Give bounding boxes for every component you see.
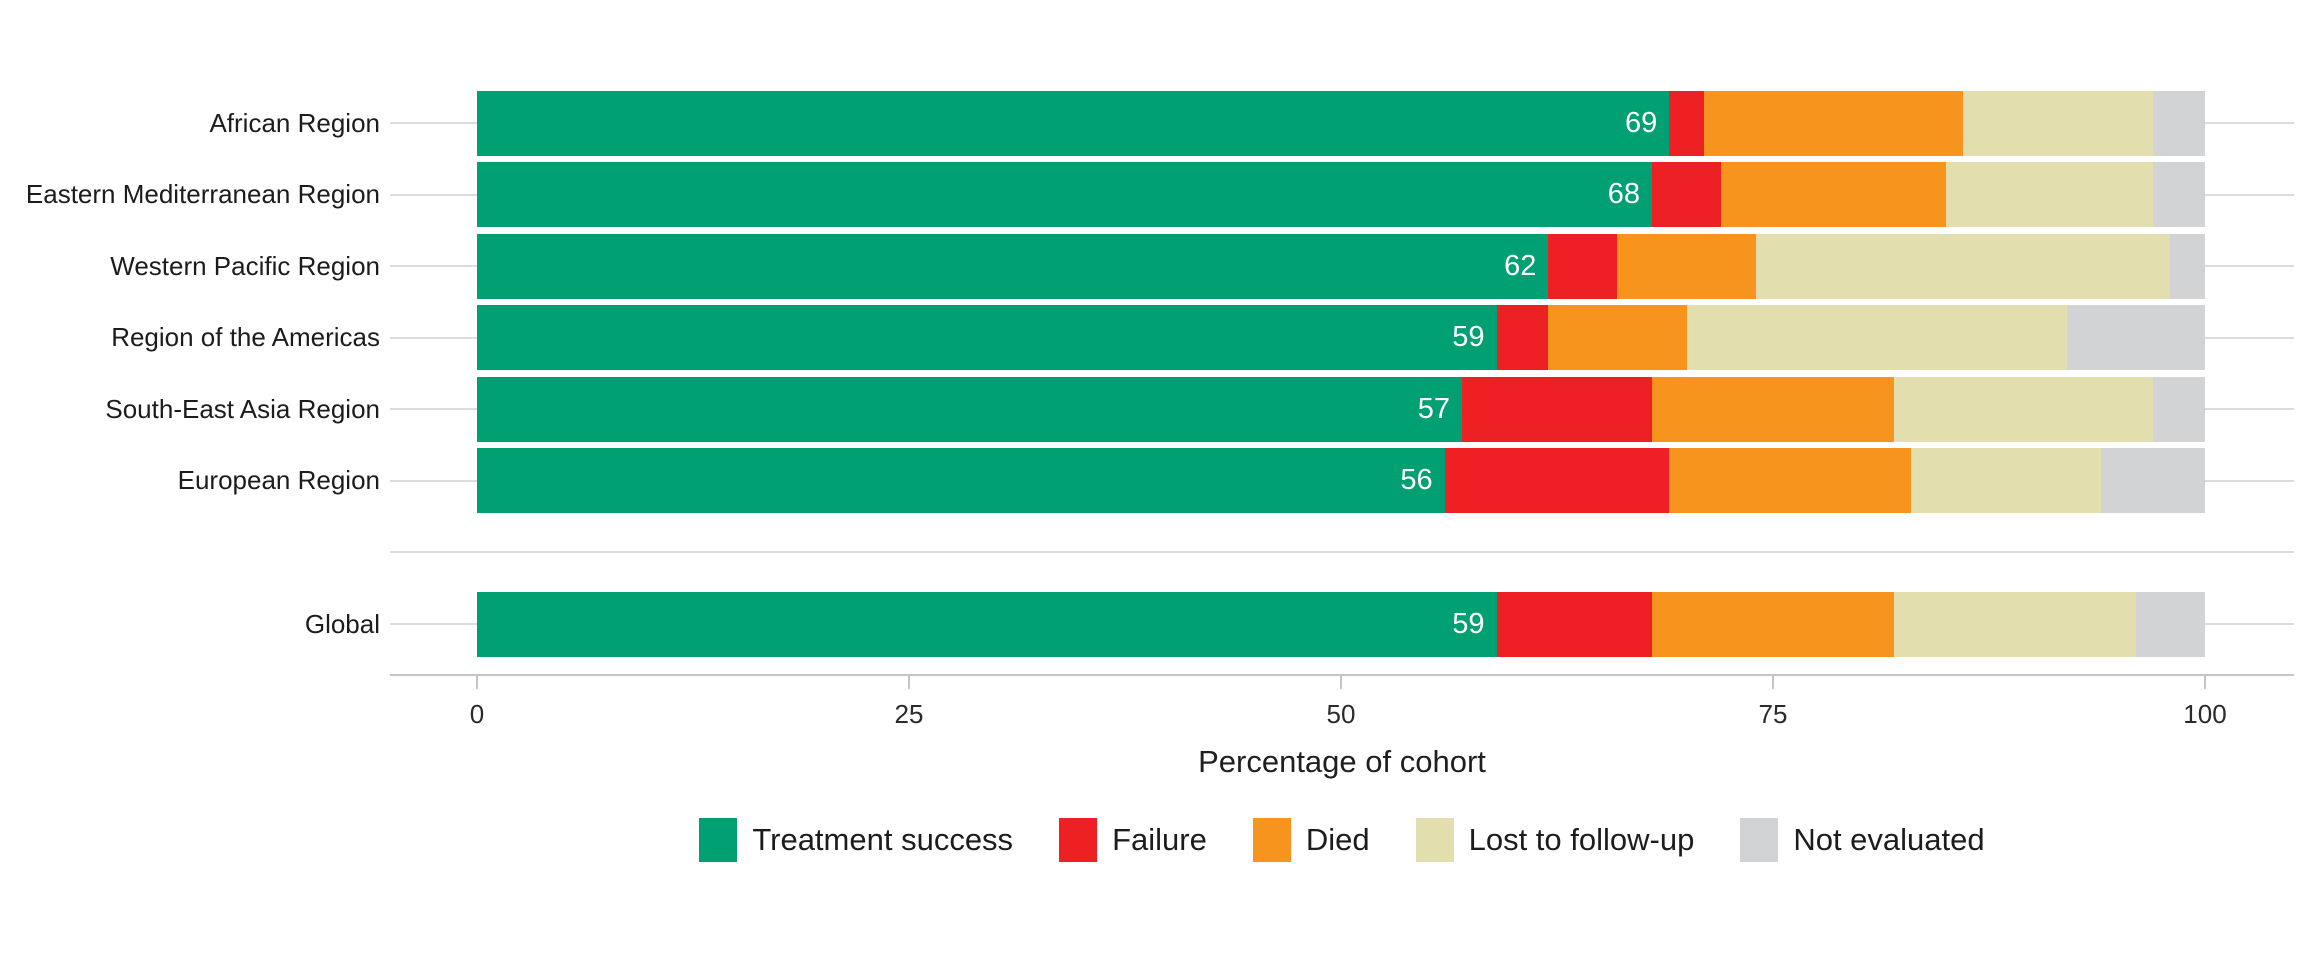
category-gridline [390, 551, 2294, 553]
legend-label: Treatment success [752, 822, 1014, 857]
legend-item: Died [1252, 818, 1370, 862]
bar-segment [2135, 591, 2205, 657]
bar-segment [1669, 90, 1704, 156]
bar-segment [477, 376, 1462, 442]
bar-segment [2153, 90, 2205, 156]
legend-item: Failure [1059, 818, 1207, 862]
bar-row: 62 [0, 233, 2304, 299]
bar-row: 57 [0, 376, 2304, 442]
category-label: Region of the Americas [111, 322, 380, 352]
bar-segment [1755, 233, 2171, 299]
bar-segment [1652, 162, 1722, 227]
bar-segment [2153, 162, 2205, 227]
x-axis-title: Percentage of cohort [1198, 744, 1486, 779]
bar-segment [477, 233, 1549, 299]
legend-label: Failure [1112, 822, 1207, 857]
bar-segment [1893, 376, 2154, 442]
bar-segment [1721, 162, 1946, 227]
bar-segment [2170, 233, 2205, 299]
category-label: Eastern Mediterranean Region [25, 179, 380, 209]
legend-swatch-icon [1415, 818, 1454, 862]
bar-segment [1963, 90, 2154, 156]
legend-swatch-icon [699, 818, 738, 862]
chart-legend: Treatment success Failure Died Lost to foll… [390, 818, 2294, 862]
bar-segment [1652, 591, 1894, 657]
bar-segment [2066, 305, 2205, 370]
bar-value-label: 59 [1452, 607, 1485, 640]
x-axis-tick [1340, 676, 1342, 689]
bar-row: 59 [0, 305, 2304, 370]
bar-row: 59 [0, 591, 2304, 657]
bar-segment [1703, 90, 1964, 156]
bar-segment [1686, 305, 2067, 370]
x-axis-tick-label: 75 [1758, 699, 1788, 729]
bar-segment [1548, 233, 1618, 299]
bar-row: 56 [0, 448, 2304, 513]
bar-segment [1893, 591, 2136, 657]
x-axis-tick [1772, 676, 1774, 689]
bar-segment [1548, 305, 1687, 370]
bar-value-label: 69 [1625, 106, 1658, 139]
bar-segment [477, 591, 1497, 657]
category-label: Global [304, 608, 380, 639]
bar-value-label: 59 [1452, 321, 1485, 353]
bar-segment [477, 162, 1653, 227]
bar-row: 69 [0, 90, 2304, 156]
x-axis-tick-label: 0 [469, 699, 485, 729]
category-label: Western Pacific Region [110, 250, 380, 281]
x-axis-tick-label: 25 [894, 699, 924, 729]
legend-swatch-icon [1059, 818, 1098, 862]
bar-value-label: 68 [1607, 178, 1641, 210]
bar-segment [477, 305, 1497, 370]
bar-value-label: 57 [1417, 392, 1450, 425]
x-axis-tick [476, 676, 478, 689]
bar-segment [1669, 448, 1912, 513]
x-axis-tick [2204, 676, 2206, 689]
category-label: South-East Asia Region [105, 393, 380, 424]
x-axis-line [390, 674, 2294, 676]
bar-segment [477, 448, 1445, 513]
bar-value-label: 56 [1400, 464, 1433, 496]
bar-segment [1911, 448, 2102, 513]
x-axis-tick-label: 100 [2183, 699, 2227, 729]
legend-item: Not evaluated [1740, 818, 1985, 862]
bar-segment [2153, 376, 2205, 442]
bar-segment [2101, 448, 2205, 513]
legend-item: Treatment success [699, 818, 1013, 862]
legend-label: Not evaluated [1793, 822, 1985, 857]
legend-label: Lost to follow-up [1468, 822, 1695, 857]
legend-swatch-icon [1740, 818, 1779, 862]
bar-segment [1652, 376, 1894, 442]
bar-segment [1461, 376, 1653, 442]
legend-label: Died [1305, 822, 1370, 857]
bar-value-label: 62 [1504, 249, 1537, 282]
bar-segment [1617, 233, 1756, 299]
x-axis-tick-label: 50 [1326, 699, 1356, 729]
category-label: European Region [177, 465, 380, 495]
bar-segment [477, 90, 1670, 156]
bar-segment [1444, 448, 1670, 513]
x-axis-tick [908, 676, 910, 689]
legend-swatch-icon [1252, 818, 1291, 862]
bar-segment [1496, 591, 1653, 657]
bar-segment [1496, 305, 1549, 370]
category-label: African Region [209, 107, 380, 138]
bar-row: 68 [0, 162, 2304, 227]
bar-segment [1945, 162, 2154, 227]
legend-item: Lost to follow-up [1415, 818, 1695, 862]
